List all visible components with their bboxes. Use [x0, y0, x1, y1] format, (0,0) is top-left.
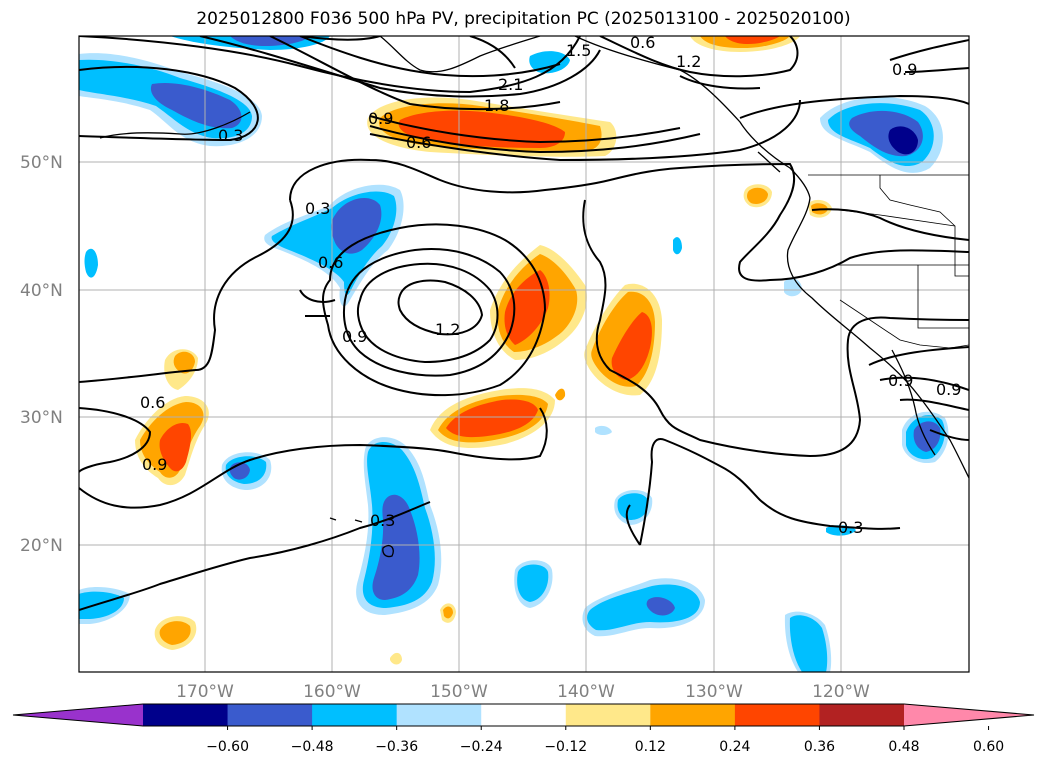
colorbar-segment	[396, 704, 482, 726]
colorbar-tick-label: 0.24	[719, 739, 750, 755]
colorbar-tick-label: −0.24	[460, 739, 503, 755]
contour-label: 0.3	[218, 126, 243, 145]
colorbar-tick-label: −0.48	[291, 739, 334, 755]
contour-label: 0.9	[142, 455, 167, 474]
colorbar-extend-high	[904, 704, 1034, 726]
contour-label: 1.2	[435, 320, 460, 339]
map-frame	[78, 35, 970, 673]
contour-label: 0.6	[630, 33, 655, 52]
colorbar-segment	[312, 704, 398, 726]
lon-label: 150°W	[430, 682, 488, 702]
graticule	[79, 36, 969, 672]
pv-contours	[79, 36, 969, 611]
contour-label: 0.3	[370, 511, 395, 530]
contour-label-group: 0.3 0.3 0.3 0.3 0.6 0.6 0.6 0.9 0.9 0.9 …	[140, 33, 961, 537]
colorbar-segment	[227, 704, 313, 726]
colorbar-segment	[565, 704, 651, 726]
colorbar-segment	[734, 704, 820, 726]
colorbar-tick-label: 0.48	[888, 739, 919, 755]
contour-label: 1.8	[484, 96, 509, 115]
contour-label: 0.9	[936, 380, 961, 399]
contour-label: 0.9	[888, 371, 913, 390]
contour-label: 0.6	[406, 133, 431, 152]
contour-label: 1.5	[566, 41, 591, 60]
colorbar-outline	[12, 703, 1035, 727]
contour-label: 0.3	[305, 199, 330, 218]
coastlines	[99, 36, 969, 558]
colorbar-segment	[650, 704, 736, 726]
chart-title: 2025012800 F036 500 hPa PV, precipitatio…	[196, 9, 851, 29]
colorbar: −0.60 −0.48 −0.36 −0.24 −0.12 0.12 0.24 0.36 0.4…	[12, 703, 1035, 755]
map-area: 0.3 0.3 0.3 0.3 0.6 0.6 0.6 0.9 0.9 0.9 …	[79, 33, 969, 672]
colorbar-tick-label: 0.12	[635, 739, 666, 755]
lon-label: 120°W	[812, 682, 870, 702]
lon-label: 160°W	[303, 682, 361, 702]
colorbar-segment	[819, 704, 905, 726]
lat-label: 30°N	[20, 408, 63, 428]
contour-label: 0.6	[318, 253, 343, 272]
colorbar-segment	[481, 704, 567, 726]
lat-label: 50°N	[20, 153, 63, 173]
colorbar-tick-label: 0.60	[973, 739, 1004, 755]
contour-label: 2.1	[498, 75, 523, 94]
contour-label: 1.2	[676, 52, 701, 71]
lat-label: 40°N	[20, 281, 63, 301]
lon-label: 140°W	[557, 682, 615, 702]
colorbar-tick-label: −0.36	[375, 739, 418, 755]
contour-label: 0.3	[838, 518, 863, 537]
contour-label: 0.9	[892, 60, 917, 79]
colorbar-segment	[143, 704, 229, 726]
colorbar-tick-label: −0.12	[544, 739, 587, 755]
lon-label: 170°W	[176, 682, 234, 702]
colorbar-tick-label: 0.36	[804, 739, 835, 755]
contour-label: 0.9	[368, 109, 393, 128]
contour-label: 0.9	[342, 327, 367, 346]
colorbar-extend-low	[13, 704, 143, 726]
lon-label: 130°W	[685, 682, 743, 702]
contour-label: 0.6	[140, 393, 165, 412]
colorbar-tick-label: −0.60	[206, 739, 249, 755]
lat-label: 20°N	[20, 536, 63, 556]
